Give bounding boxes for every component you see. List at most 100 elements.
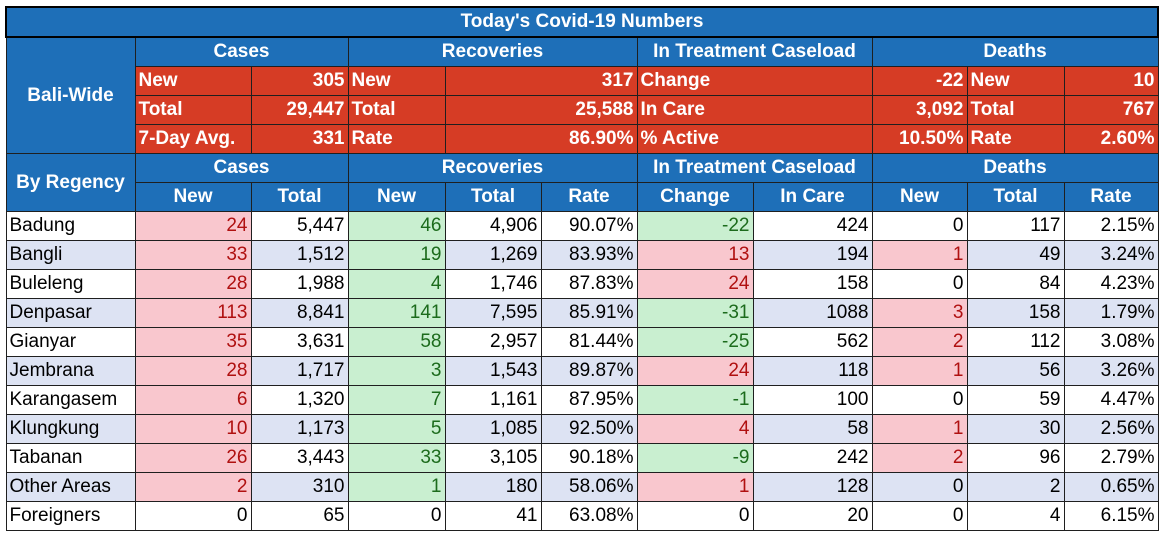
table-cell: 3,105 (444, 443, 542, 473)
table-cell: 0 (134, 501, 252, 531)
table-cell: 85.91% (540, 298, 638, 328)
table-cell: 6.15% (1063, 501, 1159, 531)
bali-summary-value: 2.60% (1063, 124, 1159, 154)
table-cell: 3,443 (250, 443, 349, 473)
bali-summary-label: 7-Day Avg. (134, 124, 252, 154)
table-cell: 0 (871, 472, 968, 502)
column-header: New (347, 182, 446, 212)
table-cell: 2.79% (1063, 443, 1159, 473)
table-cell: -1 (636, 385, 754, 415)
table-cell: 7 (347, 385, 446, 415)
bali-summary-row: Total 29,447 Total 25,588 In Care 3,092 Total 7… (6, 95, 1159, 125)
table-row: Tabanan 26 3,443 33 3,105 90.18% -9 242 2 96 2.79% (5, 443, 1159, 473)
table-row: Bangli 33 1,512 19 1,269 83.93% 13 194 1 49 3.24% (5, 240, 1159, 270)
column-header: New (871, 182, 968, 212)
column-header: Total (966, 182, 1065, 212)
table-row: Klungkung 10 1,173 5 1,085 92.50% 4 58 1 30 2.56% (5, 414, 1159, 444)
regency-name: Bangli (5, 240, 136, 270)
bali-summary-value: 331 (250, 124, 349, 154)
table-cell: 90.18% (540, 443, 638, 473)
table-cell: 4 (347, 269, 446, 299)
bali-summary-value: 317 (444, 66, 638, 96)
regency-group-header: In Treatment Caseload (636, 153, 873, 183)
table-cell: 87.83% (540, 269, 638, 299)
table-cell: 2 (966, 472, 1065, 502)
table-cell: 1.79% (1063, 298, 1159, 328)
table-cell: 81.44% (540, 327, 638, 357)
regency-group-row: By Regency Cases Recoveries In Treatment Ca… (5, 153, 1159, 212)
column-header: In Care (752, 182, 873, 212)
table-cell: 1,717 (250, 356, 349, 386)
regency-name: Jembrana (5, 356, 136, 386)
table-cell: 2.15% (1063, 211, 1159, 241)
table-cell: 1 (347, 472, 446, 502)
table-cell: 0 (636, 501, 754, 531)
bali-group-header: Cases (134, 36, 349, 67)
bali-summary-label: Total (347, 95, 446, 125)
table-cell: 112 (966, 327, 1065, 357)
table-cell: 1 (871, 356, 968, 386)
bali-summary-label: In Care (636, 95, 873, 125)
bali-summary-value: 767 (1063, 95, 1159, 125)
bali-summary-label: % Active (636, 124, 873, 154)
regency-name: Karangasem (5, 385, 136, 415)
bali-summary-value: 86.90% (444, 124, 638, 154)
bali-summary-value: -22 (871, 66, 968, 96)
table-cell: 3.08% (1063, 327, 1159, 357)
table-cell: 58 (752, 414, 873, 444)
table-cell: 96 (966, 443, 1065, 473)
table-cell: 562 (752, 327, 873, 357)
column-header: Total (250, 182, 349, 212)
table-cell: 194 (752, 240, 873, 270)
table-cell: 24 (636, 269, 754, 299)
bali-summary-label: Total (966, 95, 1065, 125)
table-cell: 0 (347, 501, 446, 531)
bali-summary-value: 3,092 (871, 95, 968, 125)
regency-name: Denpasar (5, 298, 136, 328)
bali-summary-value: 305 (250, 66, 349, 96)
table-cell: 4.47% (1063, 385, 1159, 415)
table-cell: 49 (966, 240, 1065, 270)
table-cell: 3 (871, 298, 968, 328)
table-cell: 1,746 (444, 269, 542, 299)
column-header: New (134, 182, 252, 212)
bali-group-header: Deaths (871, 36, 1159, 67)
table-cell: 5 (347, 414, 446, 444)
table-cell: 13 (636, 240, 754, 270)
bali-summary-label: New (347, 66, 446, 96)
table-cell: 2 (871, 327, 968, 357)
table-cell: 424 (752, 211, 873, 241)
table-cell: 87.95% (540, 385, 638, 415)
table-cell: 56 (966, 356, 1065, 386)
table-cell: 1,085 (444, 414, 542, 444)
table-cell: 30 (966, 414, 1065, 444)
by-regency-label: By Regency (5, 153, 136, 212)
table-cell: 2,957 (444, 327, 542, 357)
table-cell: 59 (966, 385, 1065, 415)
table-cell: 0.65% (1063, 472, 1159, 502)
table-row: Other Areas 2 310 1 180 58.06% 1 128 0 2 0.65% (5, 472, 1159, 502)
table-cell: -25 (636, 327, 754, 357)
table-cell: 1 (871, 240, 968, 270)
table-row: Denpasar 113 8,841 141 7,595 85.91% -31 1088 3 15… (5, 298, 1159, 328)
table-cell: 28 (134, 356, 252, 386)
regency-group-header: Recoveries (347, 153, 638, 183)
table-cell: 0 (871, 269, 968, 299)
table-cell: 41 (444, 501, 542, 531)
table-cell: 310 (250, 472, 349, 502)
table-row: Jembrana 28 1,717 3 1,543 89.87% 24 118 1 56 3.26% (5, 356, 1159, 386)
table-cell: 58 (347, 327, 446, 357)
table-cell: 3.24% (1063, 240, 1159, 270)
regency-name: Klungkung (5, 414, 136, 444)
table-cell: 4,906 (444, 211, 542, 241)
regency-name: Foreigners (5, 501, 136, 531)
table-cell: 1,320 (250, 385, 349, 415)
covid-table: Today's Covid-19 Numbers Bali-Wide Cases… (5, 6, 1159, 531)
table-row: Foreigners 0 65 0 41 63.08% 0 20 0 4 6.15% (5, 501, 1159, 531)
table-cell: 1088 (752, 298, 873, 328)
table-cell: 100 (752, 385, 873, 415)
bali-summary-label: Rate (347, 124, 446, 154)
page-title: Today's Covid-19 Numbers (5, 6, 1159, 38)
bali-summary-value: 10.50% (871, 124, 968, 154)
table-cell: 4 (636, 414, 754, 444)
